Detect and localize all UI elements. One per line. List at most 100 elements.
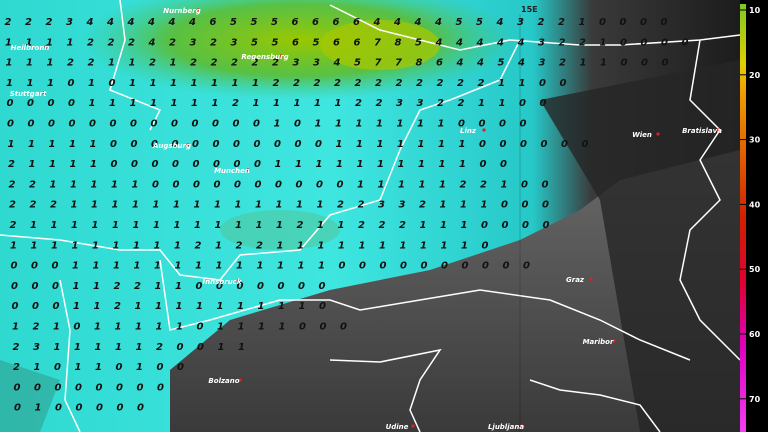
precip-patch <box>220 210 340 250</box>
grid-value: 1 <box>216 261 223 272</box>
grid-value: 1 <box>136 362 143 373</box>
grid-value: 1 <box>316 159 323 170</box>
grid-value: 1 <box>29 159 36 170</box>
city-marker <box>236 279 240 283</box>
grid-value: 0 <box>177 362 184 373</box>
grid-value: 0 <box>560 78 567 89</box>
grid-value: 0 <box>76 403 83 414</box>
grid-value: 1 <box>27 78 34 89</box>
grid-value: 2 <box>114 281 121 292</box>
grid-value: 1 <box>397 119 404 130</box>
grid-value: 0 <box>14 403 21 414</box>
grid-value: 2 <box>458 98 465 109</box>
grid-value: 1 <box>174 220 181 231</box>
grid-value: 0 <box>192 139 199 150</box>
grid-value: 1 <box>75 362 82 373</box>
city-label: Maribor <box>583 338 614 346</box>
grid-value: 1 <box>90 159 97 170</box>
city-marker <box>656 132 660 136</box>
precip-yellowgreen <box>320 20 440 70</box>
grid-value: 2 <box>67 58 74 69</box>
grid-value: 1 <box>90 139 97 150</box>
grid-value: 1 <box>73 281 80 292</box>
grid-value: 4 <box>168 17 176 28</box>
grid-value: 0 <box>499 119 506 130</box>
grid-value: 0 <box>55 382 62 393</box>
grid-value: 1 <box>73 301 80 312</box>
grid-value: 1 <box>499 98 506 109</box>
grid-value: 2 <box>88 58 95 69</box>
grid-value: 0 <box>172 159 179 170</box>
grid-value: 0 <box>561 139 568 150</box>
grid-value: 1 <box>417 119 424 130</box>
grid-value: 0 <box>96 403 103 414</box>
grid-value: 1 <box>600 58 607 69</box>
grid-value: 0 <box>130 119 137 130</box>
grid-value: 1 <box>154 261 161 272</box>
grid-value: 0 <box>68 98 75 109</box>
grid-value: 0 <box>479 119 486 130</box>
grid-value: 0 <box>479 139 486 150</box>
legend-label: 70 <box>749 395 761 404</box>
grid-value: 0 <box>662 58 669 69</box>
grid-value: 2 <box>416 78 423 89</box>
grid-value: 0 <box>213 139 220 150</box>
grid-value: 5 <box>415 37 422 48</box>
grid-value: 1 <box>171 98 178 109</box>
grid-value: 1 <box>379 240 386 251</box>
grid-value: 2 <box>87 37 94 48</box>
grid-value: 0 <box>503 261 510 272</box>
grid-value: 2 <box>272 58 279 69</box>
grid-value: 1 <box>5 37 12 48</box>
city-marker <box>411 424 415 428</box>
grid-value: 0 <box>380 261 387 272</box>
city-label: Ljubljana <box>488 423 524 431</box>
grid-value: 1 <box>378 179 385 190</box>
grid-value: 1 <box>460 200 467 211</box>
grid-value: 0 <box>458 119 465 130</box>
grid-value: 1 <box>49 139 56 150</box>
grid-value: 1 <box>26 37 33 48</box>
grid-value: 1 <box>238 342 245 353</box>
grid-value: 1 <box>439 179 446 190</box>
grid-value: 1 <box>112 220 119 231</box>
grid-value: 0 <box>53 301 60 312</box>
grid-value: 0 <box>542 200 549 211</box>
grid-value: 1 <box>54 342 61 353</box>
grid-value: 1 <box>95 342 102 353</box>
border <box>59 279 81 432</box>
grid-value: 4 <box>148 37 156 48</box>
grid-value: 1 <box>132 179 139 190</box>
grid-value: 1 <box>317 200 324 211</box>
grid-value: 1 <box>218 342 225 353</box>
grid-value: 1 <box>31 240 38 251</box>
grid-value: 7 <box>374 37 381 48</box>
legend-label: 50 <box>749 265 761 274</box>
grid-value: 1 <box>519 78 526 89</box>
grid-value: 1 <box>356 119 363 130</box>
grid-value: 1 <box>278 301 285 312</box>
grid-value: 0 <box>192 119 199 130</box>
city-label: Munchen <box>214 167 250 175</box>
grid-value: 2 <box>50 200 57 211</box>
grid-value: 0 <box>11 281 18 292</box>
grid-value: 1 <box>196 301 203 312</box>
grid-value: 0 <box>75 382 82 393</box>
grid-value: 1 <box>211 78 218 89</box>
grid-value: 1 <box>175 281 182 292</box>
border <box>159 259 691 361</box>
grid-value: 1 <box>72 240 79 251</box>
grid-value: 3 <box>231 37 238 48</box>
city-label: Augsburg <box>152 142 191 150</box>
grid-value: 1 <box>258 322 265 333</box>
grid-value: 2 <box>273 78 280 89</box>
grid-value: 1 <box>356 139 363 150</box>
grid-value: 0 <box>216 281 223 292</box>
grid-value: 2 <box>419 200 426 211</box>
grid-value: 0 <box>340 322 347 333</box>
colorbar <box>740 4 746 432</box>
precip-patch <box>0 360 60 432</box>
grid-value: 0 <box>278 281 285 292</box>
grid-value: 1 <box>274 119 281 130</box>
